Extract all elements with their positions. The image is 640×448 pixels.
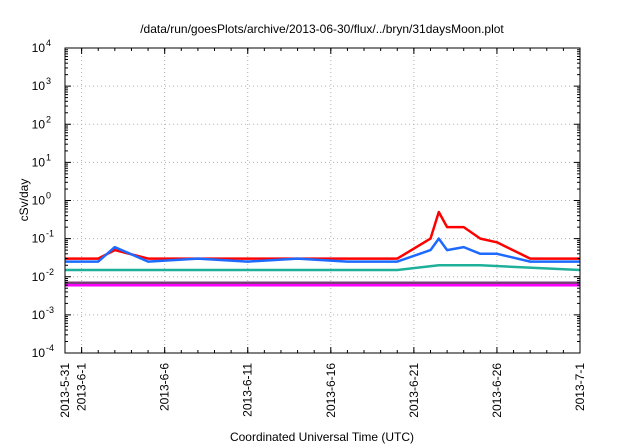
x-axis-label: Coordinated Universal Time (UTC) bbox=[230, 430, 414, 444]
series-line-2 bbox=[65, 237, 580, 263]
y-tick-exponent: 0 bbox=[46, 191, 51, 201]
y-axis-label: cSv/day bbox=[17, 179, 31, 222]
y-tick-exponent: -1 bbox=[46, 229, 54, 239]
x-tick-label: 2013-7-1 bbox=[573, 363, 587, 411]
y-tick-exponent: 2 bbox=[46, 114, 51, 124]
x-tick-label: 2013-6-26 bbox=[490, 363, 504, 418]
gridlines bbox=[65, 48, 580, 353]
x-tick-label: 2013-5-31 bbox=[58, 363, 72, 418]
y-tick-label: 10 bbox=[32, 79, 46, 93]
y-tick-exponent: 1 bbox=[46, 152, 51, 162]
y-tick-label: 10 bbox=[32, 41, 46, 55]
plot-frame bbox=[64, 47, 581, 354]
y-tick-label: 10 bbox=[32, 194, 46, 208]
y-tick-label: 10 bbox=[32, 232, 46, 246]
y-tick-label: 10 bbox=[32, 308, 46, 322]
y-tick-label: 10 bbox=[32, 346, 46, 360]
x-tick-label: 2013-6-6 bbox=[158, 363, 172, 411]
y-tick-exponent: -2 bbox=[46, 267, 54, 277]
y-tick-label: 10 bbox=[32, 155, 46, 169]
y-tick-exponent: 4 bbox=[46, 38, 51, 48]
x-tick-label: 2013-6-21 bbox=[407, 363, 421, 418]
series-line-1 bbox=[65, 210, 580, 260]
x-axis: 2013-5-31 2013-6-1 2013-6-6 2013-6-11 2013-6… bbox=[58, 48, 587, 418]
y-tick-exponent: -4 bbox=[46, 343, 54, 353]
x-tick-label: 2013-6-16 bbox=[324, 363, 338, 418]
y-tick-label: 10 bbox=[32, 270, 46, 284]
y-tick-label: 10 bbox=[32, 117, 46, 131]
series-group bbox=[65, 210, 580, 287]
y-tick-exponent: 3 bbox=[46, 76, 51, 86]
x-tick-label: 2013-6-11 bbox=[241, 363, 255, 417]
x-tick-label: 2013-6-1 bbox=[75, 363, 89, 411]
chart-title: /data/run/goesPlots/archive/2013-06-30/f… bbox=[140, 22, 504, 36]
series-line-3 bbox=[65, 264, 580, 272]
y-tick-exponent: -3 bbox=[46, 305, 54, 315]
